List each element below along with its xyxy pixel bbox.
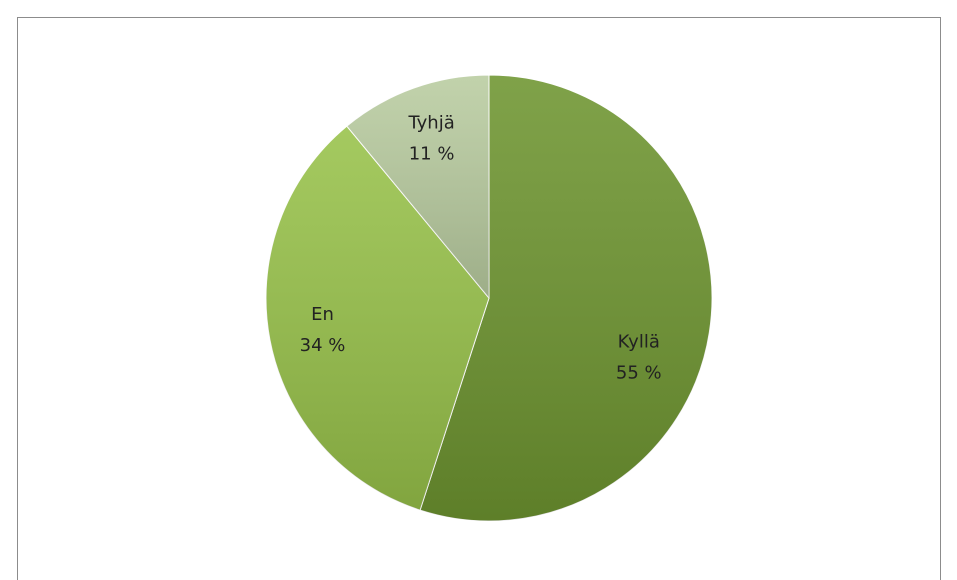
slice-label-name: Kyllä — [618, 332, 660, 353]
slice-shade — [346, 75, 489, 298]
slice-label-value: 55 % — [616, 363, 662, 384]
slice-label-value: 11 % — [409, 144, 455, 165]
slice-label-name: En — [311, 304, 334, 325]
slice-shade — [266, 126, 489, 511]
labels: Kyllä 55 % En 34 % Tyhjä 11 % — [300, 113, 662, 384]
slice-shade — [420, 75, 712, 521]
slice-label-name: Tyhjä — [407, 113, 454, 134]
pie — [265, 74, 713, 522]
slice-label-value: 34 % — [300, 335, 346, 356]
chart-frame — [17, 17, 941, 580]
